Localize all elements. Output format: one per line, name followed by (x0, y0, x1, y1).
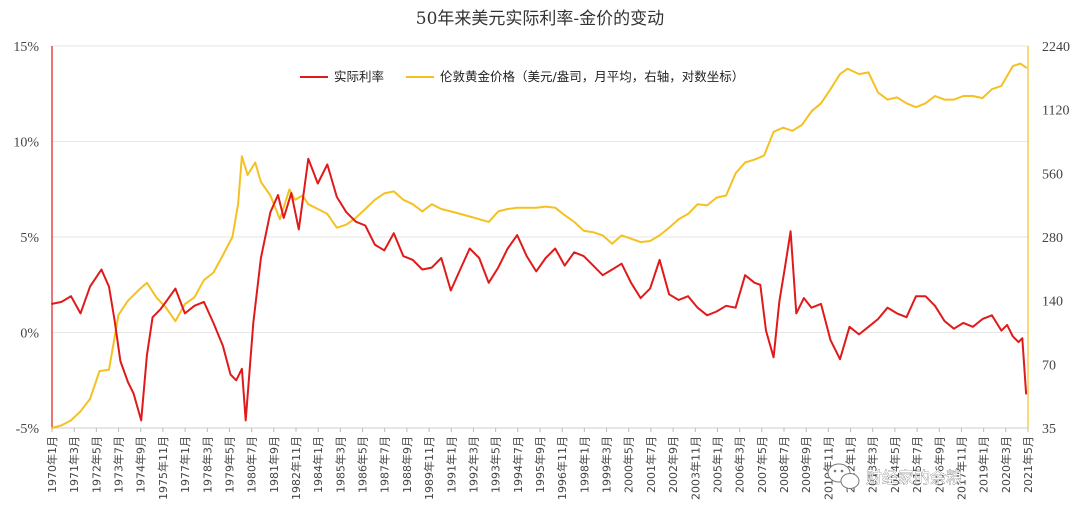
x-tick-label: 2016年9月 (932, 436, 946, 493)
watermark: 财经家的余粮 (827, 463, 962, 489)
left-tick-label: 10% (13, 136, 39, 151)
x-tick-label: 2006年3月 (733, 436, 747, 493)
legend-label-gold: 伦敦黄金价格（美元/盎司，月平均，右轴，对数坐标） (440, 69, 744, 84)
x-tick-label: 1984年1月 (311, 436, 325, 493)
right-tick-label: 2240 (1042, 40, 1070, 55)
x-tick-label: 2005年1月 (710, 436, 724, 493)
right-tick-label: 560 (1042, 167, 1063, 182)
x-tick-label: 1977年1月 (178, 436, 192, 493)
watermark-text: 财经家的余粮 (866, 468, 962, 487)
x-tick-label: 1970年1月 (45, 436, 59, 493)
x-tick-label: 1972年5月 (89, 436, 103, 493)
x-tick-label: 1996年11月 (555, 436, 569, 500)
x-tick-label: 2019年1月 (977, 436, 991, 493)
left-tick-label: 15% (13, 40, 39, 55)
x-tick-label: 1994年7月 (511, 436, 525, 493)
wechat-icon (827, 463, 860, 489)
x-tick-label: 2017年11月 (954, 436, 968, 500)
x-tick-label: 1999年3月 (600, 436, 614, 493)
x-tick-label: 1988年9月 (400, 436, 414, 493)
x-tick-label: 1991年1月 (444, 436, 458, 493)
x-tick-label: 1989年11月 (422, 436, 436, 500)
left-tick-label: -5% (16, 422, 40, 437)
series-line-real-rate (51, 157, 1028, 422)
right-tick-label: 70 (1042, 358, 1056, 373)
x-tick-label: 1973年7月 (112, 436, 126, 493)
series-line-gold-price (51, 62, 1028, 429)
x-tick-label: 2021年5月 (1021, 436, 1035, 493)
series-layer (51, 62, 1028, 429)
grid (52, 45, 1028, 429)
right-tick-label: 35 (1042, 422, 1056, 437)
x-tick-label: 1985年3月 (333, 436, 347, 493)
left-tick-label: 0% (20, 327, 39, 342)
x-tick-label: 2000年5月 (622, 436, 636, 493)
right-tick-label: 280 (1042, 231, 1063, 246)
x-tick-label: 1998年1月 (577, 436, 591, 493)
x-tick-label: 2007年5月 (755, 436, 769, 493)
x-tick-label: 1971年3月 (67, 436, 81, 493)
x-tick-label: 1992年3月 (466, 436, 480, 493)
legend-label-real-rate: 实际利率 (334, 69, 384, 84)
x-tick-label: 1979年5月 (222, 436, 236, 493)
left-tick-label: 5% (20, 231, 39, 246)
x-tick-label: 1982年11月 (289, 436, 303, 500)
x-tick-label: 2003年11月 (688, 436, 702, 500)
x-tick-label: 2014年5月 (888, 436, 902, 493)
x-tick-label: 2008年7月 (777, 436, 791, 493)
x-tick-label: 1995年9月 (533, 436, 547, 493)
right-tick-label: 140 (1042, 295, 1063, 310)
right-tick-label: 1120 (1042, 104, 1069, 119)
x-tick-label: 1975年11月 (156, 436, 170, 500)
x-tick-label: 1981年9月 (267, 436, 281, 493)
x-tick-label: 1978年3月 (200, 436, 214, 493)
legend: 实际利率 伦敦黄金价格（美元/盎司，月平均，右轴，对数坐标） (300, 69, 744, 84)
x-tick-label: 1974年9月 (134, 436, 148, 493)
x-tick-label: 1980年7月 (245, 436, 259, 493)
x-tick-label: 2009年9月 (799, 436, 813, 493)
chart-title: 50年来美元实际利率-金价的变动 (416, 9, 664, 29)
x-tick-label: 2015年7月 (910, 436, 924, 493)
x-tick-label: 2013年3月 (866, 436, 880, 493)
x-tick-label: 1986年5月 (356, 436, 370, 493)
x-tick-label: 2002年9月 (666, 436, 680, 493)
x-tick-label: 2001年7月 (644, 436, 658, 493)
x-tick-label: 2020年3月 (999, 436, 1013, 493)
x-tick-label: 1993年5月 (489, 436, 503, 493)
x-tick-label: 1987年7月 (378, 436, 392, 493)
axes: -5% 0% 5% 10% 15% 35 70 140 280 560 1120 2240 1970年1… (13, 40, 1070, 500)
x-tick-label: 2010年11月 (821, 436, 835, 500)
